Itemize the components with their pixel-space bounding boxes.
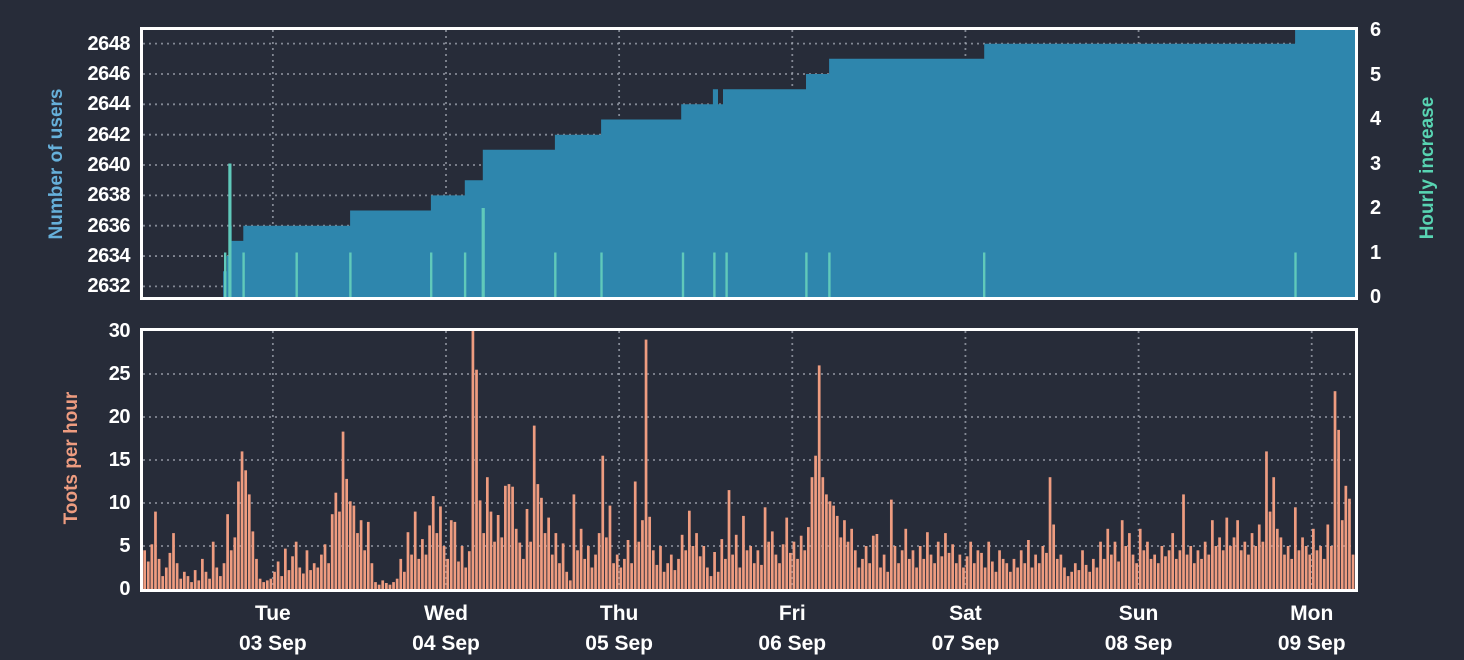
users-y-tick: 2640 <box>87 154 131 177</box>
x-tick-date: 03 Sep <box>238 632 307 655</box>
users-y-tick: 2646 <box>87 62 131 85</box>
users-y-tick: 2632 <box>87 275 131 298</box>
x-tick-weekday: Thu <box>599 602 639 625</box>
toots-chart <box>140 328 1358 592</box>
x-tick-date: 05 Sep <box>585 632 653 655</box>
toots-y-tick: 15 <box>108 449 131 471</box>
toots-y-tick: 5 <box>119 535 130 557</box>
increase-y-tick: 1 <box>1370 241 1381 264</box>
toots-y-tick: 30 <box>108 320 131 342</box>
users-y-tick: 2648 <box>87 32 131 55</box>
increase-y-tick: 3 <box>1370 152 1381 175</box>
toots-y-tick: 10 <box>108 492 131 514</box>
x-tick-weekday: Mon <box>1290 602 1334 625</box>
x-tick-weekday: Tue <box>254 602 291 625</box>
toots-y-tick: 0 <box>119 578 130 600</box>
users-y-tick: 2636 <box>87 214 131 237</box>
users-chart-canvas <box>143 30 1355 297</box>
users-y-tick: 2634 <box>87 245 131 268</box>
x-tick-weekday: Fri <box>778 602 806 625</box>
toots-y-tick: 25 <box>108 363 131 385</box>
increase-y-tick: 6 <box>1370 19 1381 41</box>
x-tick-weekday: Sun <box>1118 602 1159 625</box>
users-y-tick: 2644 <box>87 93 131 116</box>
users-y-tick: 2642 <box>87 123 131 146</box>
x-tick-date: 06 Sep <box>758 632 827 655</box>
increase-y-tick: 2 <box>1370 197 1381 219</box>
toots-chart-canvas <box>143 331 1355 589</box>
increase-y-tick: 4 <box>1370 108 1381 130</box>
x-tick-date: 04 Sep <box>412 632 480 655</box>
x-tick-date: 07 Sep <box>931 632 1000 655</box>
x-tick-weekday: Sat <box>949 602 982 625</box>
users-chart <box>140 27 1358 300</box>
x-tick-date: 09 Sep <box>1277 632 1346 655</box>
x-tick-date: 08 Sep <box>1104 632 1173 655</box>
users-y-tick: 2638 <box>87 184 131 207</box>
increase-y-tick: 5 <box>1370 63 1381 86</box>
increase-axis-title: Hourly increase <box>1417 96 1438 240</box>
toots-y-tick: 20 <box>108 406 131 428</box>
increase-y-tick: 0 <box>1370 286 1381 308</box>
x-tick-weekday: Wed <box>424 602 468 625</box>
